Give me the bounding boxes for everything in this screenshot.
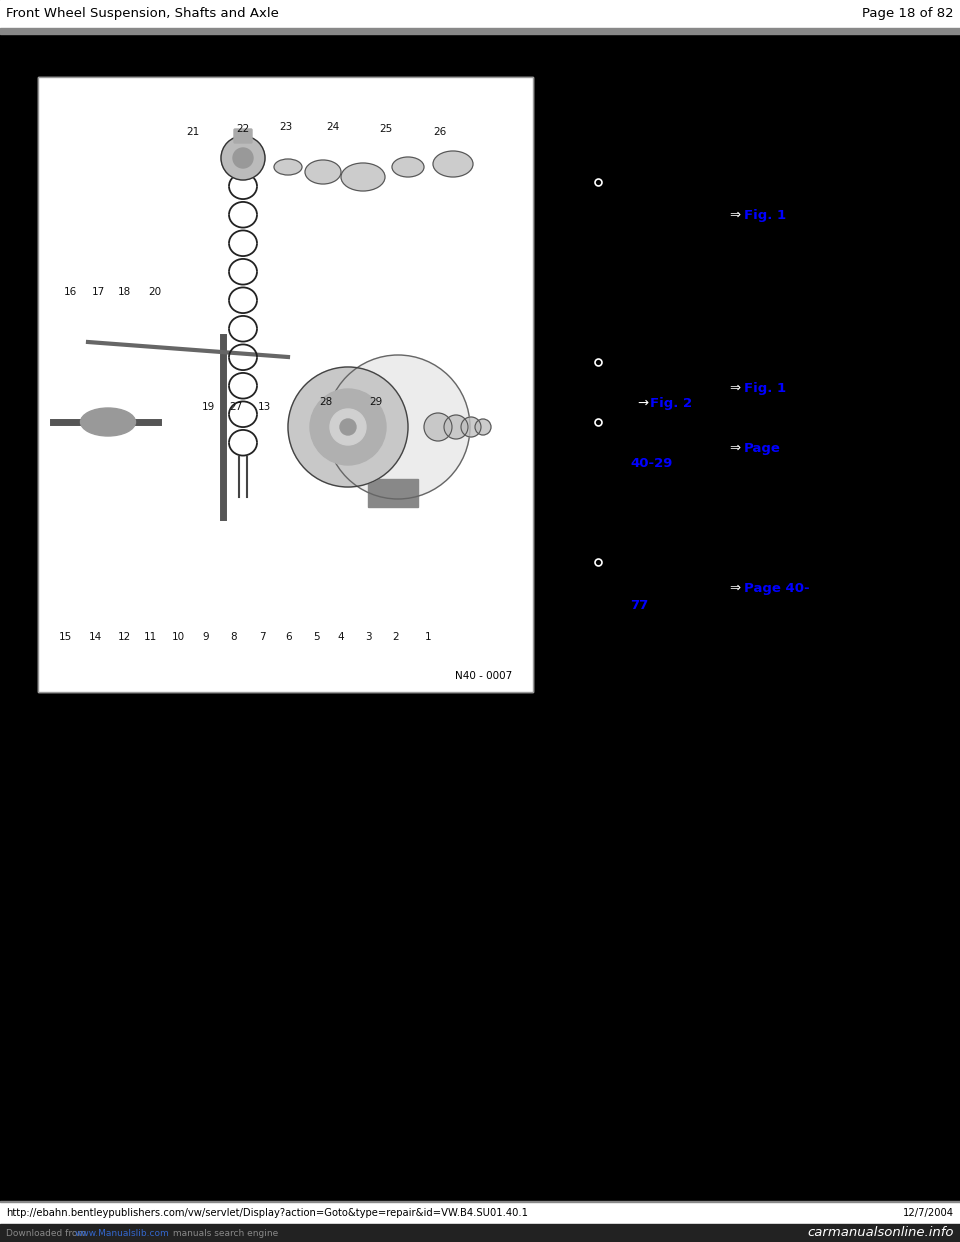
Text: Fig. 1: Fig. 1 (744, 383, 786, 395)
Text: 6: 6 (286, 632, 292, 642)
Circle shape (340, 419, 356, 435)
Ellipse shape (341, 163, 385, 191)
Text: 17: 17 (91, 287, 105, 297)
Ellipse shape (433, 152, 473, 178)
Bar (38, 77, 533, 692)
Text: 40-29: 40-29 (630, 457, 672, 469)
Text: Downloaded from: Downloaded from (6, 1228, 89, 1237)
Text: 8: 8 (230, 632, 237, 642)
Bar (0, 1202, 960, 1225)
Text: 13: 13 (257, 402, 271, 412)
Text: 12: 12 (117, 632, 131, 642)
Text: Page 18 of 82: Page 18 of 82 (862, 7, 954, 21)
Text: 15: 15 (59, 632, 72, 642)
Text: 29: 29 (370, 397, 383, 407)
Text: 77: 77 (630, 599, 648, 612)
Text: 5: 5 (313, 632, 320, 642)
Text: 26: 26 (433, 127, 446, 137)
Bar (368, 479, 418, 507)
Text: ⇒: ⇒ (730, 383, 745, 395)
Text: 28: 28 (320, 397, 332, 407)
Text: 3: 3 (365, 632, 372, 642)
Text: http://ebahn.bentleypublishers.com/vw/servlet/Display?action=Goto&type=repair&id: http://ebahn.bentleypublishers.com/vw/se… (6, 1208, 528, 1218)
Bar (38, 77, 533, 692)
Text: 20: 20 (149, 287, 161, 297)
Ellipse shape (392, 156, 424, 178)
FancyBboxPatch shape (234, 129, 252, 143)
Ellipse shape (81, 409, 135, 436)
Text: 11: 11 (143, 632, 156, 642)
Text: 23: 23 (279, 122, 293, 132)
Bar (0, 1225, 960, 1242)
Text: carmanualsonline.info: carmanualsonline.info (807, 1227, 954, 1240)
Text: 21: 21 (186, 127, 200, 137)
Text: Fig. 2: Fig. 2 (650, 397, 692, 410)
Text: 18: 18 (117, 287, 131, 297)
Text: 16: 16 (63, 287, 77, 297)
Text: 22: 22 (236, 124, 250, 134)
Bar (0, 29, 960, 34)
Circle shape (475, 419, 491, 435)
Circle shape (221, 137, 265, 180)
Text: 4: 4 (338, 632, 345, 642)
Text: 10: 10 (172, 632, 184, 642)
Circle shape (444, 415, 468, 438)
Circle shape (233, 148, 253, 168)
Circle shape (461, 417, 481, 437)
Text: 1: 1 (424, 632, 431, 642)
Text: 14: 14 (88, 632, 102, 642)
Text: Page: Page (744, 442, 780, 455)
Text: 7: 7 (258, 632, 265, 642)
Ellipse shape (305, 160, 341, 184)
Text: manuals search engine: manuals search engine (170, 1228, 278, 1237)
Text: 24: 24 (326, 122, 340, 132)
Bar (0, 0, 960, 29)
Ellipse shape (274, 159, 302, 175)
Text: Page 40-: Page 40- (744, 582, 809, 595)
Text: ⇒: ⇒ (730, 442, 745, 455)
Text: www.Manualslib.com: www.Manualslib.com (75, 1228, 170, 1237)
Text: 25: 25 (379, 124, 393, 134)
Circle shape (288, 366, 408, 487)
Text: 2: 2 (393, 632, 399, 642)
Circle shape (424, 414, 452, 441)
Text: →: → (638, 397, 654, 410)
Text: 9: 9 (203, 632, 209, 642)
Text: 19: 19 (202, 402, 215, 412)
Text: ⇒: ⇒ (730, 209, 745, 222)
Text: 12/7/2004: 12/7/2004 (903, 1208, 954, 1218)
Text: Fig. 1: Fig. 1 (744, 209, 786, 222)
Text: N40 - 0007: N40 - 0007 (455, 671, 513, 681)
Text: 27: 27 (229, 402, 243, 412)
Bar (443, 668, 525, 684)
Circle shape (310, 389, 386, 465)
Circle shape (326, 355, 470, 499)
Text: Front Wheel Suspension, Shafts and Axle: Front Wheel Suspension, Shafts and Axle (6, 7, 278, 21)
Circle shape (330, 409, 366, 445)
Text: ⇒: ⇒ (730, 582, 745, 595)
